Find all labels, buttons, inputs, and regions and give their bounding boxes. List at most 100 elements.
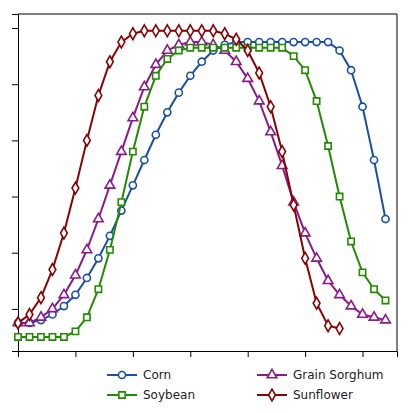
series-marker [256,45,262,51]
series-marker [359,269,365,275]
series-marker [36,312,46,320]
series-marker [336,193,342,199]
x-tick [190,351,191,357]
series-marker [175,89,182,96]
series-marker [359,103,366,110]
series-marker [187,72,194,79]
y-tick-mark [12,84,18,85]
x-tick-mark [248,351,249,357]
series-marker [141,104,147,110]
series-marker [72,328,78,334]
series-marker [290,39,297,46]
series-marker [222,45,228,51]
series-marker [162,45,172,53]
legend-label: Corn [143,368,171,382]
series-marker [358,309,368,317]
legend-label: Soybean [143,388,195,402]
x-tick-mark [363,351,364,357]
series-marker [164,25,171,37]
series-marker [84,134,91,146]
legend-item: Sunflower [257,388,353,402]
series-marker [38,334,44,340]
series-marker [15,334,21,340]
series-marker [61,227,68,239]
series-marker [82,244,92,252]
y-tick-mark [12,253,18,254]
legend-item: Corn [107,368,171,382]
x-tick [133,351,134,357]
series-marker [335,289,345,297]
x-tick [363,351,364,357]
series-marker [382,215,389,222]
series-marker [176,47,182,53]
series-marker [302,39,309,46]
legend: Corn Grain Sorghum Soybean Sunflower [107,368,384,402]
series-marker [312,253,322,261]
legend-label: Sunflower [293,388,353,402]
series-marker [48,303,58,311]
series-marker [290,199,297,211]
x-tick-mark [190,351,191,357]
series-marker [231,56,241,64]
series-marker [130,148,136,154]
y-tick-mark [12,28,18,29]
series-marker [129,182,136,189]
frame [18,14,397,15]
series-marker [381,315,391,323]
series-marker [313,98,319,104]
series-marker [72,291,79,298]
legend-marker [119,392,125,398]
series-marker [313,39,320,46]
x-tick [305,351,306,357]
series-marker [107,247,113,253]
plot: Corn Grain Sorghum Soybean Sunflower [12,14,398,402]
legend-label: Grain Sorghum [293,368,384,382]
series-marker [198,58,205,65]
series-marker [59,289,69,297]
series-marker [325,143,331,149]
y-tick [12,253,18,254]
series-marker [117,146,127,154]
series-marker [164,109,171,116]
series-marker [106,56,113,68]
series-marker [221,28,228,40]
series-marker [26,334,32,340]
y-axis-line [12,15,19,352]
series-marker [187,25,194,37]
x-tick [75,351,76,357]
x-tick-mark [75,351,76,357]
series-marker [243,73,253,81]
series-marker [369,312,379,320]
y-tick [12,28,18,29]
series-marker [300,228,310,236]
series-marker [140,81,150,89]
series-line [18,42,386,323]
series-line [18,42,386,323]
series-marker [152,131,159,138]
series-marker [220,45,230,53]
series-marker [325,320,332,332]
series-marker [268,45,274,51]
series-marker [151,59,161,67]
series-marker [199,45,205,51]
series-marker [118,36,125,48]
y-tick-mark [12,140,18,141]
y-tick [12,309,18,310]
series-marker [129,28,136,40]
series-marker [256,67,263,79]
series-marker [72,182,79,194]
series-marker [38,292,45,304]
y-tick-mark [12,309,18,310]
frame [397,14,398,351]
series-marker [118,199,124,205]
series-marker [49,334,55,340]
y-tick [12,140,18,141]
series-marker [313,297,320,309]
x-tick-mark [305,351,306,357]
series-marker [290,53,296,59]
series-marker [26,309,33,321]
legend-item: Grain Sorghum [257,368,384,382]
series-marker [152,25,159,37]
series-marker [325,39,332,46]
legend-marker [269,389,276,401]
